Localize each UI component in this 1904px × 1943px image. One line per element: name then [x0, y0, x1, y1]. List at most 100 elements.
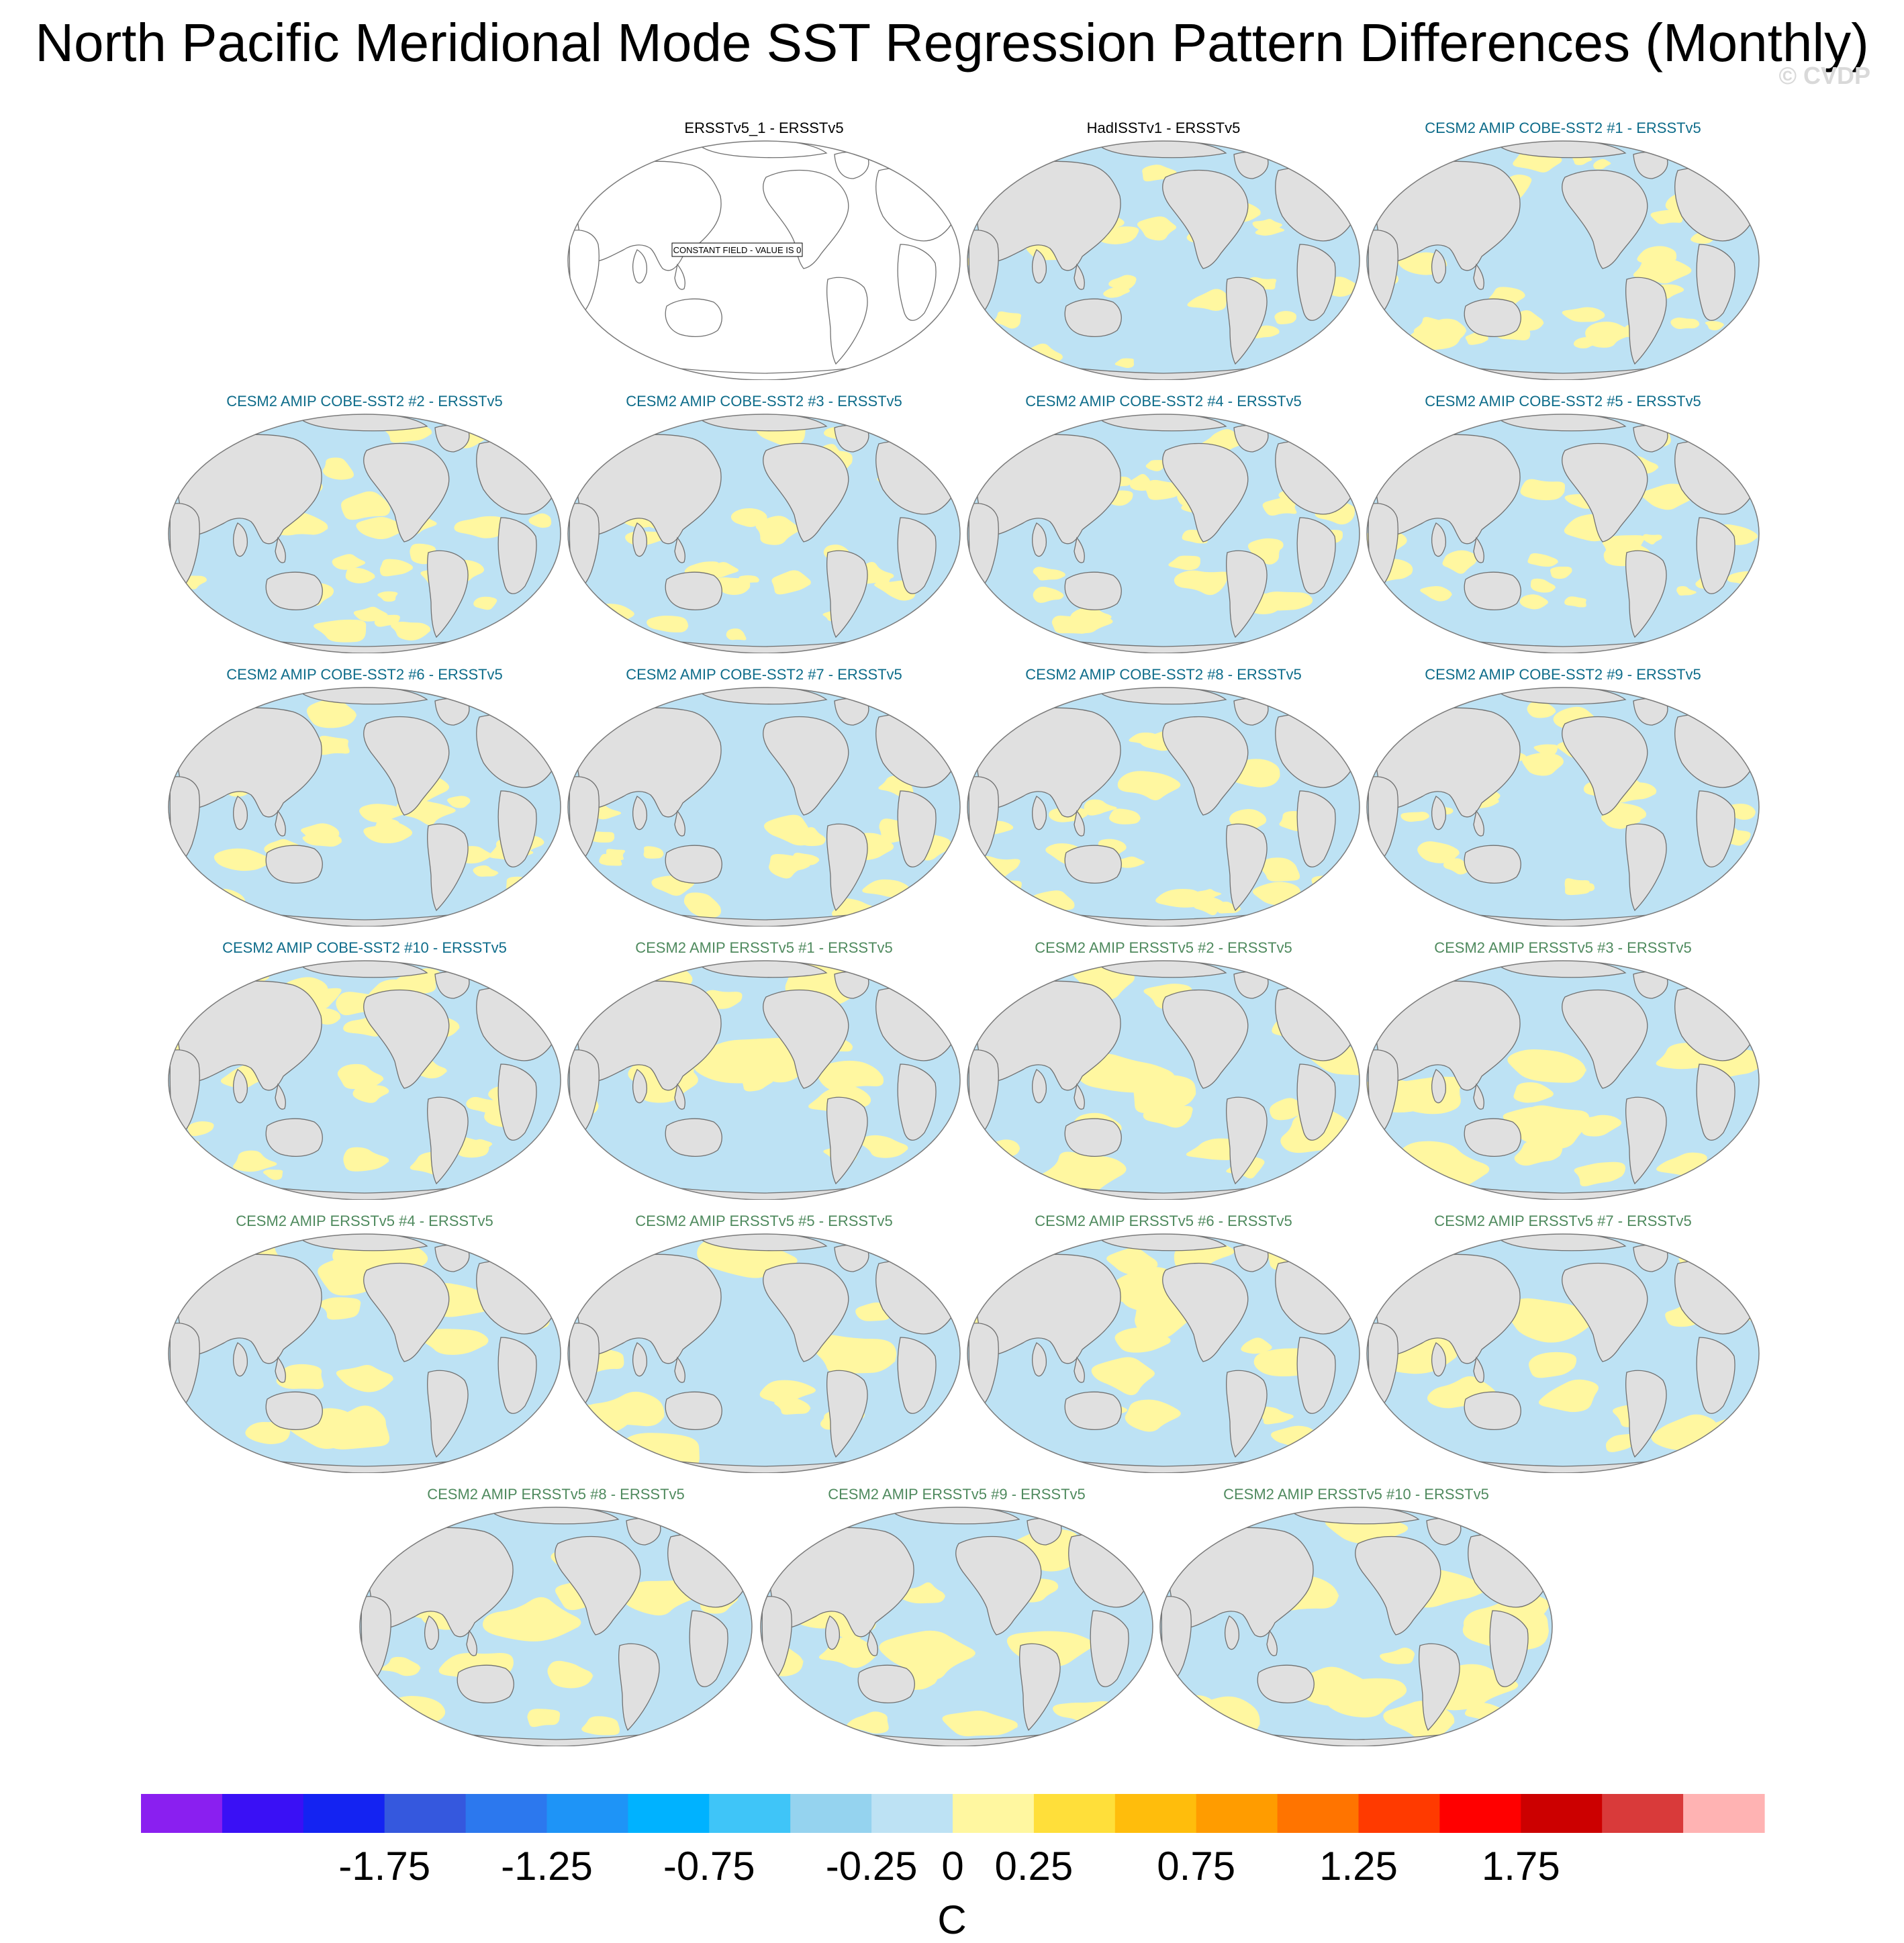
map-outline — [567, 1233, 961, 1473]
positive-anomaly-region — [730, 508, 769, 527]
positive-anomaly-region — [1187, 289, 1228, 311]
constant-field-label: CONSTANT FIELD - VALUE IS 0 — [673, 245, 802, 255]
land-india — [1431, 522, 1447, 557]
positive-anomaly-region — [306, 699, 357, 728]
land-samerica — [1625, 1096, 1667, 1185]
land-arctic — [1496, 961, 1627, 978]
colorbar-bin — [222, 1794, 304, 1833]
land-africa2 — [1696, 244, 1735, 321]
land-samerica — [427, 550, 469, 638]
map-outline — [567, 687, 961, 927]
land-namerica — [363, 442, 450, 542]
land-seasia — [1266, 1629, 1278, 1656]
positive-anomaly-region — [1562, 307, 1607, 322]
land-india — [1032, 796, 1047, 831]
map-outline — [567, 414, 961, 653]
panel-title: HadISSTv1 - ERSSTv5 — [1086, 120, 1241, 136]
land-seasia — [1074, 536, 1085, 563]
map-outline — [567, 960, 961, 1200]
land-australia — [1064, 1391, 1122, 1431]
map-outline — [967, 687, 1360, 927]
land-seasia — [275, 1356, 286, 1383]
positive-anomaly-region — [1186, 1138, 1237, 1161]
colorbar-bin — [1358, 1794, 1440, 1833]
colorbar-tick-label: 0 — [941, 1844, 964, 1889]
land-samerica — [1625, 277, 1667, 365]
positive-anomaly-region — [900, 1582, 946, 1604]
positive-anomaly-region — [1604, 814, 1644, 829]
land-arctic — [298, 961, 428, 978]
positive-anomaly-region — [1108, 275, 1137, 290]
land-australia — [665, 845, 722, 884]
positive-anomaly-region — [528, 513, 552, 528]
positive-anomaly-region — [1705, 321, 1725, 331]
land-namerica — [1562, 1262, 1648, 1362]
positive-anomaly-region — [1174, 570, 1229, 596]
positive-anomaly-region — [412, 1329, 492, 1356]
positive-anomaly-region — [393, 968, 440, 994]
positive-anomaly-region — [527, 1709, 561, 1727]
land-africa2 — [897, 244, 937, 321]
land-arctic — [298, 414, 428, 432]
land-seasia — [1074, 810, 1085, 837]
map-panel: CESM2 AMIP COBE-SST2 #10 - ERSSTv5 — [165, 939, 564, 1200]
colorbar-bin — [871, 1794, 953, 1833]
positive-anomaly-region — [1114, 358, 1135, 369]
land-india — [1431, 796, 1447, 831]
land-india — [632, 1342, 648, 1377]
panel-title: CESM2 AMIP ERSSTv5 #9 - ERSSTv5 — [828, 1486, 1086, 1503]
map-panel: CESM2 AMIP ERSSTv5 #9 - ERSSTv5 — [757, 1486, 1156, 1746]
land-africa2 — [1296, 244, 1336, 321]
land-india — [1032, 1342, 1047, 1377]
land-arctic — [489, 1507, 620, 1525]
colorbar-bin — [1196, 1794, 1278, 1833]
land-seasia — [674, 536, 685, 563]
positive-anomaly-region — [1103, 285, 1131, 298]
land-samerica — [826, 277, 868, 365]
land-namerica — [763, 989, 849, 1089]
panel-title: CESM2 AMIP ERSSTv5 #5 - ERSSTv5 — [635, 1213, 893, 1229]
land-samerica — [826, 823, 868, 912]
land-africa2 — [497, 790, 537, 867]
land-australia — [857, 1664, 915, 1704]
land-seasia — [674, 810, 685, 837]
land-namerica — [1162, 169, 1249, 269]
land-arctic — [1097, 1234, 1227, 1251]
land-samerica — [1226, 823, 1268, 912]
positive-anomaly-region — [1670, 317, 1701, 329]
positive-anomaly-region — [1527, 553, 1560, 567]
copyright-watermark: © CVDP — [1778, 62, 1870, 89]
land-namerica — [1562, 442, 1648, 542]
positive-anomaly-region — [233, 1150, 281, 1172]
positive-anomaly-region — [832, 898, 884, 920]
land-seasia — [1473, 536, 1484, 563]
positive-anomaly-region — [447, 796, 471, 808]
positive-anomaly-region — [1270, 1098, 1320, 1121]
colorbar-bin — [790, 1794, 872, 1833]
land-namerica — [555, 1535, 641, 1636]
land-africa2 — [497, 517, 537, 594]
positive-anomaly-region — [473, 865, 499, 877]
panel-title: CESM2 AMIP COBE-SST2 #7 - ERSSTv5 — [626, 666, 902, 683]
positive-anomaly-region — [1125, 1399, 1186, 1432]
land-australia — [665, 298, 722, 338]
positive-anomaly-region — [718, 1039, 805, 1083]
land-samerica — [427, 823, 469, 912]
land-samerica — [1226, 550, 1268, 638]
map-panel: CESM2 AMIP ERSSTv5 #8 - ERSSTv5 — [356, 1486, 755, 1746]
world-map — [967, 687, 1360, 927]
positive-anomaly-region — [1507, 1049, 1587, 1083]
panel-title: CESM2 AMIP ERSSTv5 #8 - ERSSTv5 — [427, 1486, 685, 1503]
colorbar-bin — [303, 1794, 385, 1833]
land-india — [632, 1069, 648, 1104]
positive-anomaly-region — [1442, 550, 1477, 574]
land-australia — [1464, 571, 1521, 611]
land-india — [1431, 1342, 1447, 1377]
land-arctic — [1496, 141, 1627, 158]
positive-anomaly-region — [356, 516, 410, 540]
land-africa2 — [497, 1337, 537, 1414]
land-seasia — [674, 263, 685, 290]
positive-anomaly-region — [1033, 586, 1065, 604]
land-africa2 — [897, 1063, 937, 1141]
land-india — [424, 1615, 440, 1650]
